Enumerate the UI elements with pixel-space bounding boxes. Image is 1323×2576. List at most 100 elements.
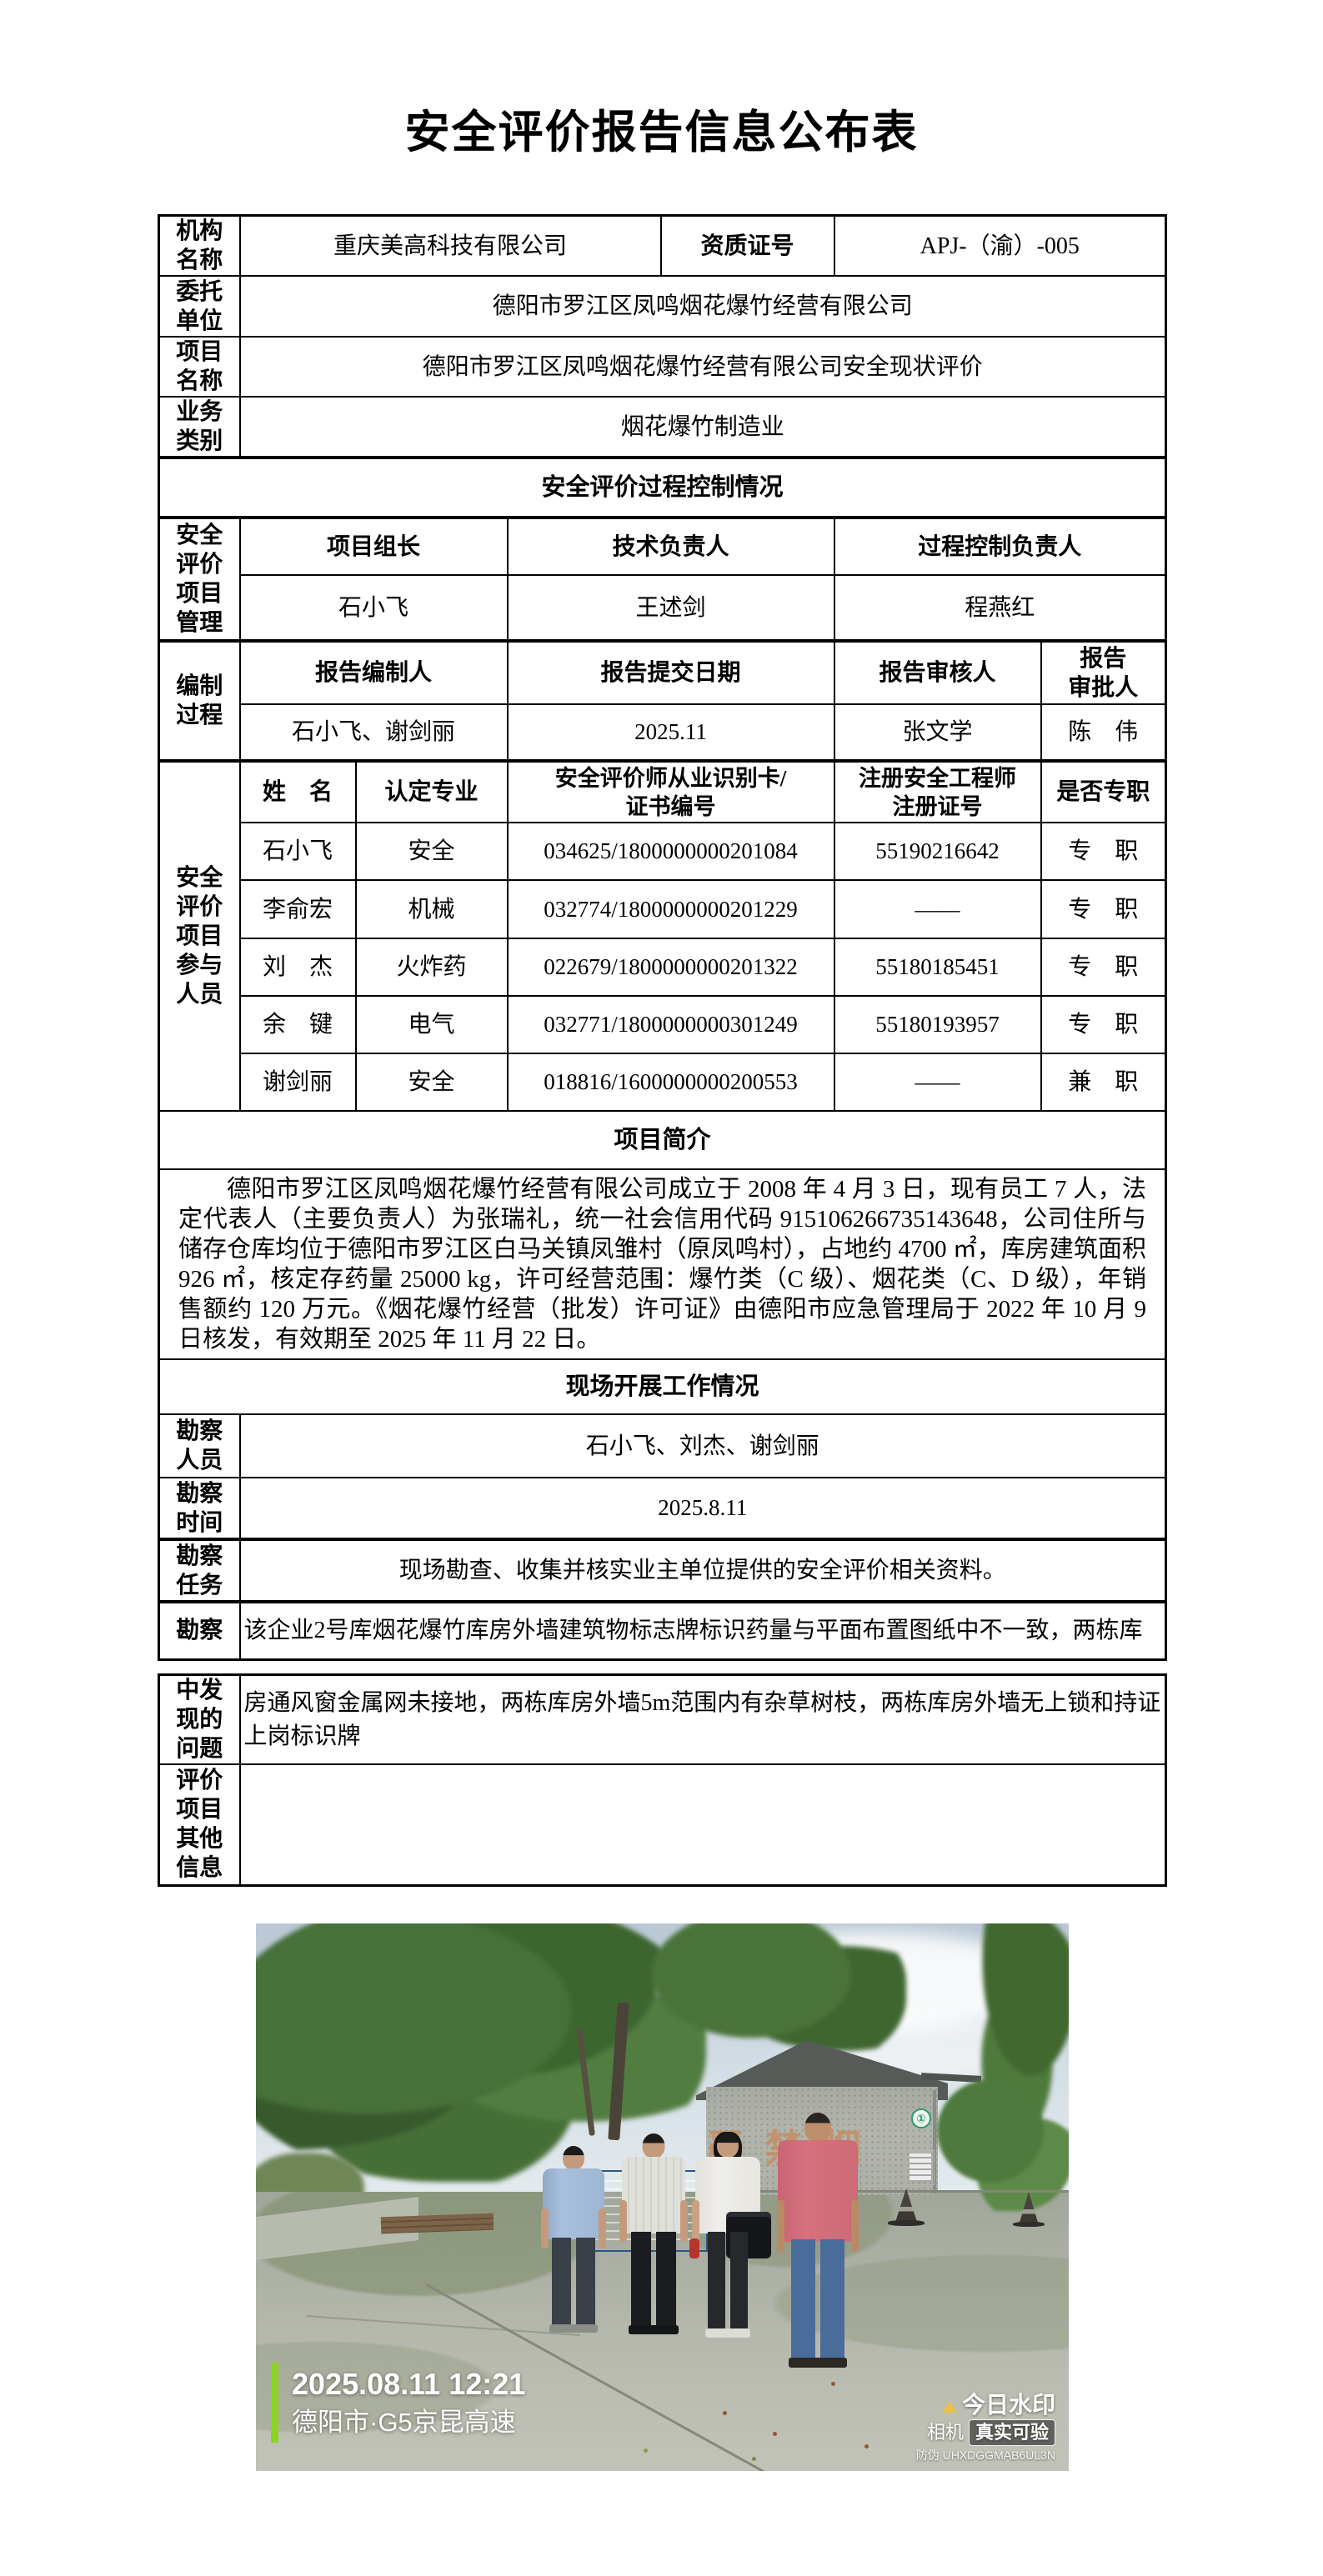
participant-major: 机械 [354,879,509,939]
tree-canopy-left [256,1923,706,2182]
license-value: APJ-（渝）-005 [833,214,1167,277]
participant-cert: 032771/1800000000301249 [506,995,835,1054]
org-name-label: 机构名称 [158,214,241,277]
participant-fulltime: 专 职 [1040,822,1167,881]
site-section-title: 现场开展工作情况 [158,1358,1167,1415]
person-shirt [543,2168,604,2239]
participant-major: 安全 [354,822,509,881]
date-value: 2025.11 [506,703,835,762]
finding-value-part2: 房通风窗金属网未接地，两栋库房外墙5m范围内有杂草树枝，两栋库房外墙无上锁和持证… [238,1673,1167,1765]
warehouse-number-badge: ① [911,2108,931,2128]
person-shoes [629,2325,679,2334]
watermark-left: 2025.08.11 12:21 德阳市·G5京昆高速 [271,2363,525,2443]
finding-label-part2: 中发现的问题 [158,1673,241,1765]
table-row: 编制过程 报告编制人 报告提交日期 报告审核人 报告 审批人 [158,639,1167,762]
person-head [642,2133,665,2158]
participant-fulltime: 专 职 [1040,938,1167,997]
person-trousers [708,2232,748,2330]
person-trousers [631,2232,676,2327]
table-row: 勘察人员 石小飞、刘杰、谢剑丽 [158,1413,1167,1478]
participant-reg: —— [833,879,1042,939]
participant-reg: —— [833,1053,1042,1112]
participant-name: 余 键 [238,995,357,1054]
management-label: 安全评价项目管理 [158,516,241,642]
participant-cert: 034625/1800000000201084 [506,822,835,881]
leader-header: 项目组长 [238,516,509,576]
reviewer-value: 张文学 [833,703,1042,762]
person-blue-shirt [538,2146,609,2334]
reviewer-header: 报告审核人 [833,639,1042,705]
writer-header: 报告编制人 [238,639,509,705]
participant-row: 谢剑丽 安全 018816/1600000000200553 —— 兼 职 [159,1053,1167,1112]
participant-fulltime: 兼 职 [1040,1053,1167,1112]
approver-value: 陈 伟 [1040,703,1167,762]
watermark-logo-icon [941,2401,957,2413]
participant-fulltime: 专 职 [1040,995,1167,1054]
page-title: 安全评价报告信息公布表 [404,108,919,158]
person-white-shirt [616,2133,691,2342]
traffic-cone-base [1013,2222,1045,2227]
participant-cert: 018816/1600000000200553 [506,1053,835,1112]
person-arm [599,2208,606,2248]
person-shirt [622,2157,685,2233]
person-sandals [789,2358,847,2368]
participant-row: 余 键 电气 032771/1800000000301249 551801939… [159,995,1167,1054]
name-header: 姓 名 [238,759,357,823]
fulltime-header: 是否专职 [1040,759,1167,823]
tech-header: 技术负责人 [506,516,835,576]
participant-row: 李俞宏 机械 032774/1800000000201229 —— 专 职 [159,879,1167,939]
project-name-label: 项目名称 [158,336,241,398]
table-row: 勘察时间 2025.8.11 [158,1477,1167,1540]
person-arm [692,2200,699,2243]
participant-name: 石小飞 [238,822,357,881]
watermark-timestamp: 2025.08.11 12:21 [292,2367,526,2401]
leader-value: 石小飞 [238,574,509,642]
intro-section-title: 项目简介 [158,1110,1167,1170]
bush-right-of-building [935,2078,1069,2211]
participant-fulltime: 专 职 [1040,879,1167,939]
tree-canopy-center [648,1923,906,2073]
approver-header: 报告 审批人 [1040,639,1167,705]
traffic-cone-base [888,2220,925,2226]
fallen-leaves [723,2411,727,2415]
person-shoes [549,2324,598,2333]
person-head [717,2133,739,2158]
date-header: 报告提交日期 [506,639,835,705]
participant-reg: 55190216642 [833,822,1042,881]
surveyor-label: 勘察人员 [158,1413,241,1478]
survey-task-label: 勘察任务 [158,1538,241,1603]
participant-reg: 55180193957 [833,995,1042,1054]
finding-value-part1: 该企业2号库烟花爆竹库房外墙建筑物标志牌标识药量与平面布置图纸中不一致，两栋库 [238,1600,1167,1660]
person-trousers [552,2238,595,2324]
continuation-table: 中发现的问题 房通风窗金属网未接地，两栋库房外墙5m范围内有杂草树枝，两栋库房外… [158,1673,1167,1887]
other-info-value [238,1763,1167,1886]
survey-task-value: 现场勘查、收集并核实业主单位提供的安全评价相关资料。 [238,1538,1167,1603]
wall-placard [906,2150,935,2185]
client-value: 德阳市罗江区凤鸣烟花爆竹经营有限公司 [238,275,1167,338]
person-arm [619,2200,627,2242]
participant-major: 安全 [354,1053,509,1112]
tech-value: 王述剑 [506,574,835,642]
other-info-label: 评价项目其他信息 [158,1763,241,1886]
section-row: 现场开展工作情况 [158,1358,1167,1415]
participant-row: 刘 杰 火炸药 022679/1800000000201322 55180185… [159,938,1167,997]
table-row: 勘察 该企业2号库烟花爆竹库房外墙建筑物标志牌标识药量与平面布置图纸中不一致，两… [158,1600,1167,1660]
survey-time-value: 2025.8.11 [238,1477,1167,1540]
table-row: 评价项目其他信息 [158,1763,1167,1886]
control-value: 程燕红 [833,574,1167,642]
participant-cert: 022679/1800000000201322 [506,938,835,997]
person-pink-shirt [773,2113,863,2373]
participant-name: 刘 杰 [238,938,357,997]
participant-major: 火炸药 [354,938,509,997]
table-row: 石小飞 王述剑 程燕红 [159,574,1167,642]
table-row: 德阳市罗江区凤鸣烟花爆竹经营有限公司成立于 2008 年 4 月 3 日，现有员… [158,1168,1167,1360]
participant-cert: 032774/1800000000201229 [506,879,835,939]
org-name-value: 重庆美高科技有限公司 [238,214,662,277]
main-table: 机构名称 重庆美高科技有限公司 资质证号 APJ-（渝）-005 委托单位 德阳… [158,214,1168,1661]
table-row: 机构名称 重庆美高科技有限公司 资质证号 APJ-（渝）-005 [158,214,1167,277]
business-value: 烟花爆竹制造业 [238,396,1167,458]
control-header: 过程控制负责人 [833,516,1167,576]
survey-time-label: 勘察时间 [158,1477,241,1540]
participant-name: 谢剑丽 [238,1053,357,1112]
